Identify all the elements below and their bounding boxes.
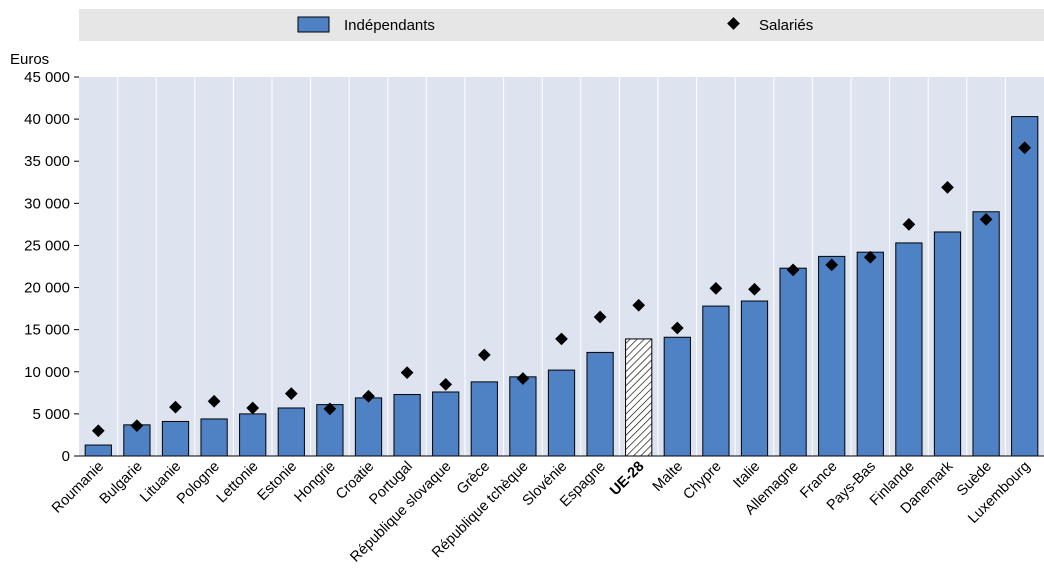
x-axis-labels: RoumanieBulgarieLituaniePologneLettonieE… [49,458,1033,566]
bar [393,394,421,457]
bar [200,418,228,457]
diamond-marker [130,419,144,433]
diamond-marker [323,402,337,416]
bars [84,116,1039,457]
diamond-marker [284,387,298,401]
y-tick-label: 30 000 [24,195,70,212]
bar [432,391,460,457]
bar [161,420,190,457]
legend: Indépendants Salariés [79,9,1044,41]
y-tick-label: 0 [62,448,70,465]
x-tick-label: Malte [650,459,686,495]
y-axis: 0 5 000 10 000 15 000 20 000 25 000 30 000 35 0… [24,69,79,465]
bar [547,369,576,457]
bar [84,444,112,457]
diamond-marker [1018,141,1032,155]
bar [740,300,769,457]
bar [625,338,653,457]
bar [586,351,614,457]
bar [470,381,498,457]
y-tick-label: 5 000 [32,406,70,423]
bar [509,376,537,457]
legend-swatch-bars [297,16,330,33]
legend-label-bars: Indépendants [344,17,435,34]
diamond-marker [439,378,453,391]
y-tick-label: 40 000 [24,111,70,128]
bar [856,251,884,457]
bar [1011,116,1039,457]
bar [239,413,267,457]
gridlines [117,77,1006,456]
x-tick-label: Lettonie [214,459,262,507]
diamond-marker [362,389,375,403]
bar [354,397,383,457]
diamond-marker [207,394,221,408]
x-tick-label: Bulgarie [97,459,146,508]
x-tick-label: Roumanie [49,459,107,517]
x-tick-label: Pologne [174,459,223,508]
diamond-marker [169,400,182,414]
bar [779,267,807,457]
x-tick-label: Italie [730,459,763,492]
y-axis-unit-label: Euros [10,51,49,68]
bar [277,407,305,457]
x-tick-label: Hongrie [292,459,339,506]
legend-background [79,9,1044,41]
y-tick-label: 45 000 [24,69,70,86]
x-tick-label: Chypre [680,459,724,503]
y-tick-label: 15 000 [24,322,70,339]
bar [818,255,846,457]
bar [972,211,1000,457]
diamond-marker [400,366,414,379]
legend-label-diamonds: Salariés [759,17,813,34]
diamond-marker [477,348,491,362]
bar [702,305,730,457]
diamond-marker [91,424,105,438]
y-tick-label: 20 000 [24,280,70,297]
x-tick-label: UE-28 [607,459,647,499]
bar [895,242,923,457]
y-tick-label: 10 000 [24,364,70,381]
y-tick-label: 25 000 [24,237,70,254]
y-tick-label: 35 000 [24,153,70,170]
diamond-marker [246,401,260,415]
bar [933,231,962,457]
bar [663,336,691,457]
